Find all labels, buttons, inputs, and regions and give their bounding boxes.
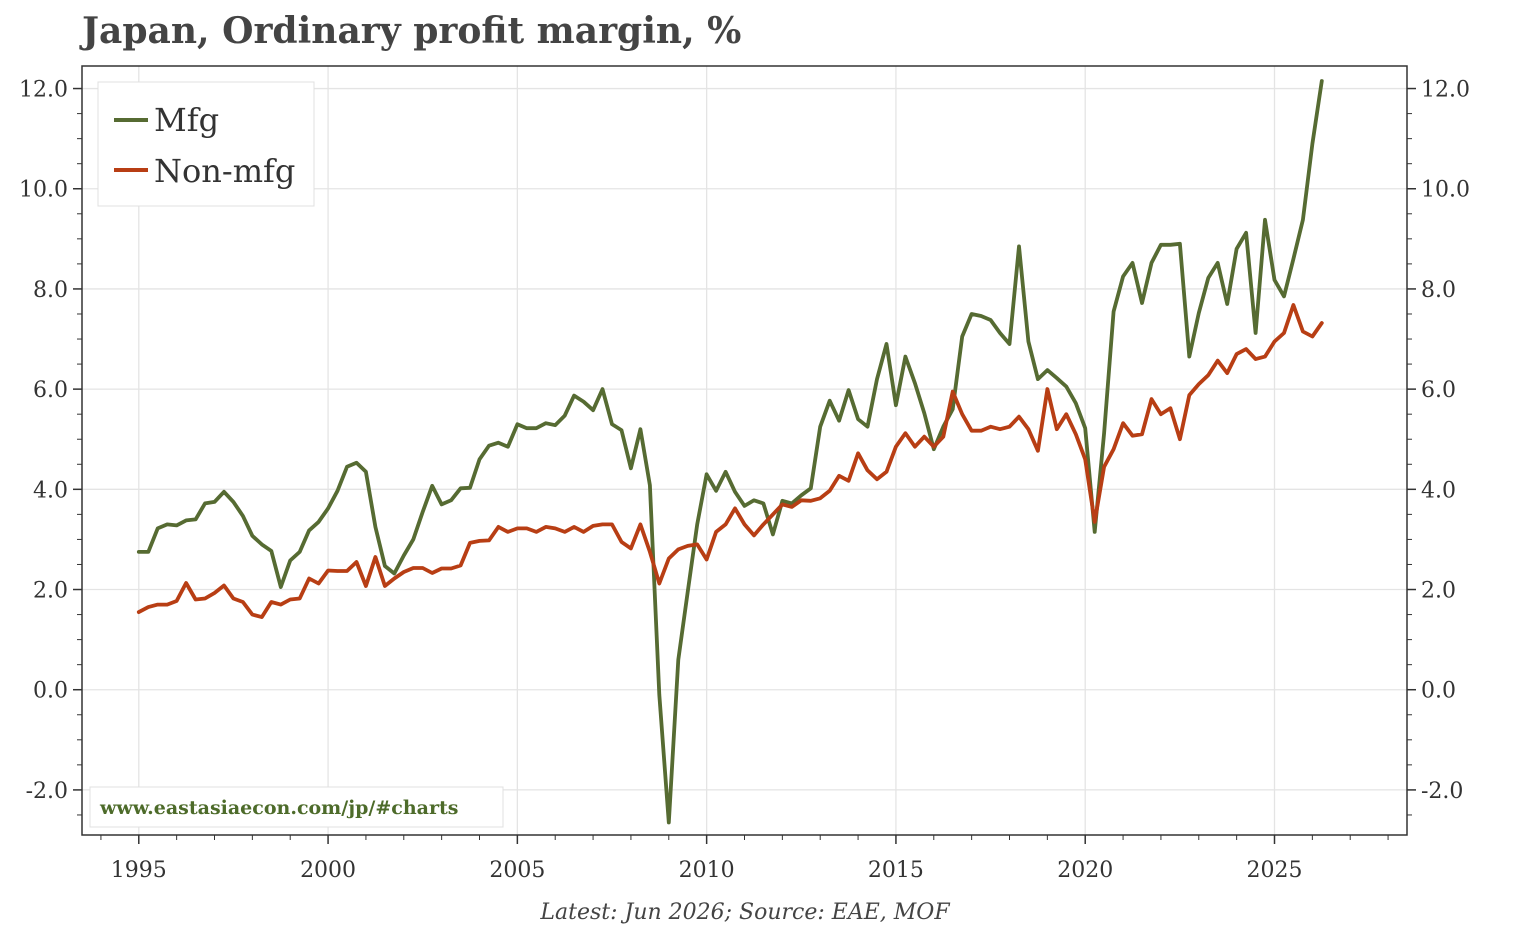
x-tick-label: 1995 (111, 858, 167, 883)
y-right-tick-label: 8.0 (1421, 278, 1456, 303)
x-tick-label: 2020 (1057, 858, 1113, 883)
x-tick-label: 2015 (868, 858, 924, 883)
y-right-tick-label: 4.0 (1421, 478, 1456, 503)
y-left-tick-label: 6.0 (33, 378, 68, 403)
y-right-tick-label: 12.0 (1421, 78, 1470, 103)
legend-label-mfg: Mfg (154, 101, 219, 139)
y-right-tick-label: 10.0 (1421, 178, 1470, 203)
watermark-frame (89, 786, 504, 828)
legend-label-non-mfg: Non-mfg (154, 152, 295, 190)
legend-box (97, 81, 315, 207)
y-left-tick-label: 8.0 (33, 278, 68, 303)
watermark-box: www.eastasiaecon.com/jp/#charts (89, 786, 504, 828)
series-lines (136, 79, 1324, 825)
watermark-text: www.eastasiaecon.com/jp/#charts (99, 797, 458, 819)
y-left-tick-label: 2.0 (33, 579, 68, 604)
y-right-tick-label: 0.0 (1421, 679, 1456, 704)
y-left-tick-label: 10.0 (19, 178, 68, 203)
source-note: Latest: Jun 2026; Source: EAE, MOF (539, 900, 950, 925)
y-left-tick-label: 4.0 (33, 478, 68, 503)
x-tick-label: 2025 (1247, 858, 1303, 883)
y-axis-left-tick-labels: -2.0 0.0 2.0 4.0 6.0 8.0 10.0 12.0 (19, 78, 68, 804)
chart-title: Japan, Ordinary profit margin, % (82, 10, 742, 52)
y-right-tick-label: -2.0 (1421, 779, 1463, 804)
x-tick-label: 2005 (489, 858, 545, 883)
y-right-tick-label: 6.0 (1421, 378, 1456, 403)
y-right-tick-label: 2.0 (1421, 579, 1456, 604)
y-left-tick-label: -2.0 (26, 779, 68, 804)
y-axis-right-tick-labels: -2.0 0.0 2.0 4.0 6.0 8.0 10.0 12.0 (1421, 78, 1470, 804)
x-tick-label: 2000 (300, 858, 356, 883)
legend: Mfg Non-mfg (97, 81, 315, 207)
x-axis-tick-labels: 1995 2000 2005 2010 2015 2020 2025 (111, 858, 1303, 883)
series-line-non-mfg (136, 303, 1324, 619)
axis-ticks (73, 87, 1416, 844)
y-left-tick-label: 12.0 (19, 78, 68, 103)
y-left-tick-label: 0.0 (33, 679, 68, 704)
x-tick-label: 2010 (679, 858, 735, 883)
series-line-mfg (136, 79, 1324, 825)
